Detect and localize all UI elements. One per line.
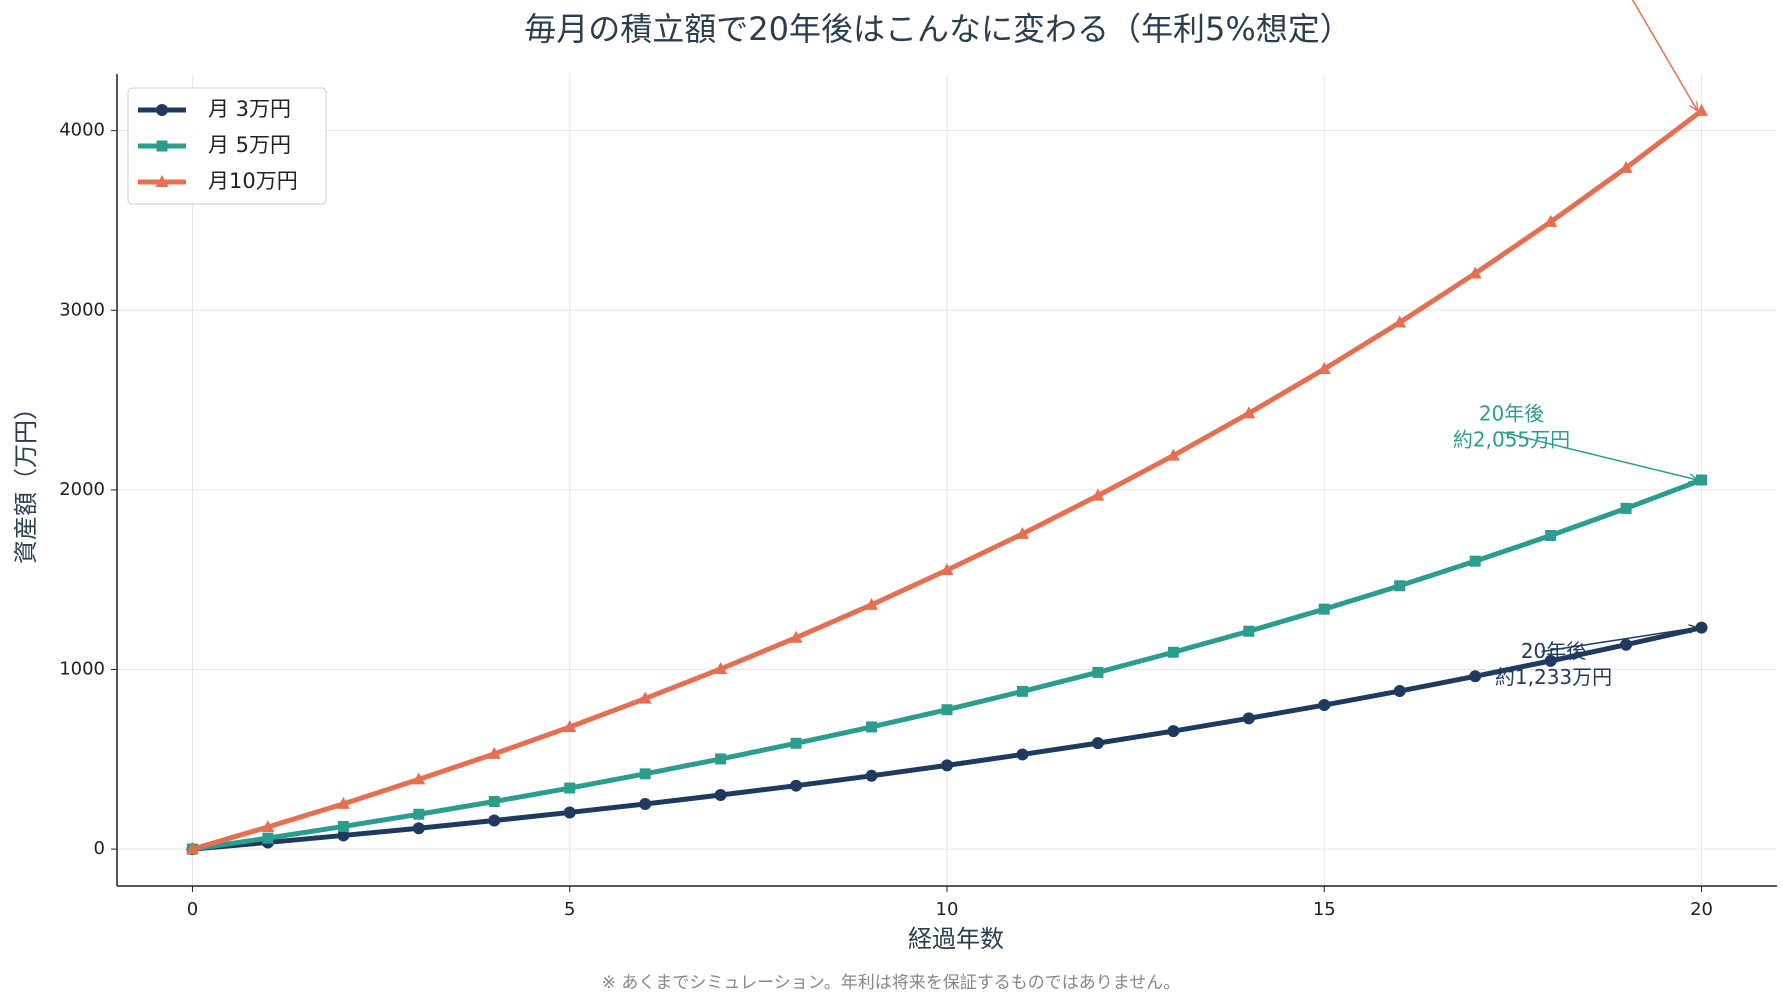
point — [1695, 103, 1709, 116]
point — [337, 820, 349, 832]
point — [1318, 603, 1330, 615]
point — [336, 796, 350, 809]
annotation: 約2,055万円 — [1453, 428, 1570, 452]
point — [865, 769, 878, 782]
point — [1695, 621, 1708, 634]
point — [714, 661, 728, 674]
point — [941, 759, 953, 772]
point — [789, 630, 803, 643]
point — [155, 175, 169, 187]
y-tick-label: 1000 — [59, 658, 105, 679]
y-tick-label: 4000 — [59, 120, 105, 141]
point — [1167, 646, 1179, 658]
y-tick-label: 2000 — [59, 479, 105, 500]
point — [1393, 315, 1407, 328]
point — [714, 789, 727, 802]
point — [1620, 638, 1633, 651]
point — [185, 842, 199, 855]
x-tick-label: 20 — [1690, 899, 1713, 920]
point — [563, 719, 577, 732]
point — [638, 691, 652, 704]
annotation-arrow — [1501, 431, 1698, 480]
point — [1620, 502, 1632, 514]
footnote: ※ あくまでシミュレーション。年利は将来を保証するものではありません。 — [602, 973, 1180, 993]
point — [487, 746, 501, 759]
point — [564, 782, 576, 794]
point — [1545, 529, 1557, 541]
point — [1469, 555, 1481, 567]
annotation: 20年後 — [1479, 402, 1544, 426]
point — [790, 737, 802, 749]
point — [866, 721, 878, 733]
point — [940, 563, 954, 576]
y-tick-label: 0 — [94, 838, 105, 859]
point — [715, 753, 727, 765]
point — [941, 704, 953, 716]
point — [1469, 670, 1482, 683]
x-tick-label: 5 — [564, 899, 575, 920]
point — [1242, 406, 1256, 419]
point — [1394, 580, 1406, 592]
x-tick-label: 0 — [187, 899, 198, 920]
point — [261, 819, 275, 832]
point — [1167, 725, 1180, 738]
annotation-arrow — [1631, 0, 1698, 111]
point — [563, 806, 576, 819]
chart-title: 毎月の積立額で20年後はこんなに変わる（年利5%想定） — [524, 10, 1352, 48]
point — [1091, 488, 1105, 501]
point — [1242, 712, 1255, 725]
point — [1696, 474, 1708, 486]
point — [337, 829, 350, 842]
point — [262, 832, 274, 844]
point — [1318, 699, 1331, 712]
legend-label: 月 3万円 — [208, 97, 291, 121]
point — [790, 779, 803, 792]
point — [156, 104, 168, 116]
point — [1016, 685, 1028, 697]
point — [1015, 526, 1029, 539]
legend-label: 月 5万円 — [208, 133, 291, 157]
y-tick-label: 3000 — [59, 299, 105, 320]
annotation: 約1,233万円 — [1495, 665, 1612, 689]
point — [413, 808, 425, 820]
point — [488, 814, 501, 827]
point — [1317, 362, 1331, 375]
point — [1243, 625, 1255, 637]
point — [1091, 737, 1104, 750]
point — [1166, 448, 1180, 461]
point — [1544, 214, 1558, 227]
point — [865, 597, 879, 610]
point — [488, 795, 500, 807]
x-tick-label: 15 — [1313, 899, 1336, 920]
point — [1016, 748, 1029, 761]
x-axis-label: 経過年数 — [908, 925, 1004, 953]
point — [412, 772, 426, 785]
annotation-arrow — [1541, 628, 1698, 653]
y-axis-label: 資産額（万円） — [12, 396, 40, 564]
annotation: 20年後 — [1521, 639, 1586, 663]
point — [1092, 666, 1104, 678]
point — [1468, 266, 1482, 279]
point — [639, 798, 652, 811]
point — [156, 140, 168, 152]
x-tick-label: 10 — [936, 899, 959, 920]
point — [1393, 685, 1406, 698]
point — [1544, 654, 1557, 667]
point — [1619, 160, 1633, 173]
point — [639, 768, 651, 780]
point — [412, 822, 425, 835]
legend-label: 月10万円 — [208, 169, 298, 193]
legend-box — [127, 87, 327, 205]
